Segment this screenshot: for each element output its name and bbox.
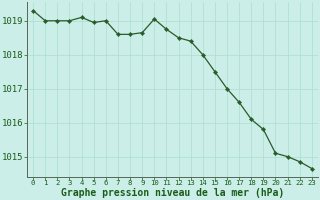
X-axis label: Graphe pression niveau de la mer (hPa): Graphe pression niveau de la mer (hPa) [61,188,284,198]
